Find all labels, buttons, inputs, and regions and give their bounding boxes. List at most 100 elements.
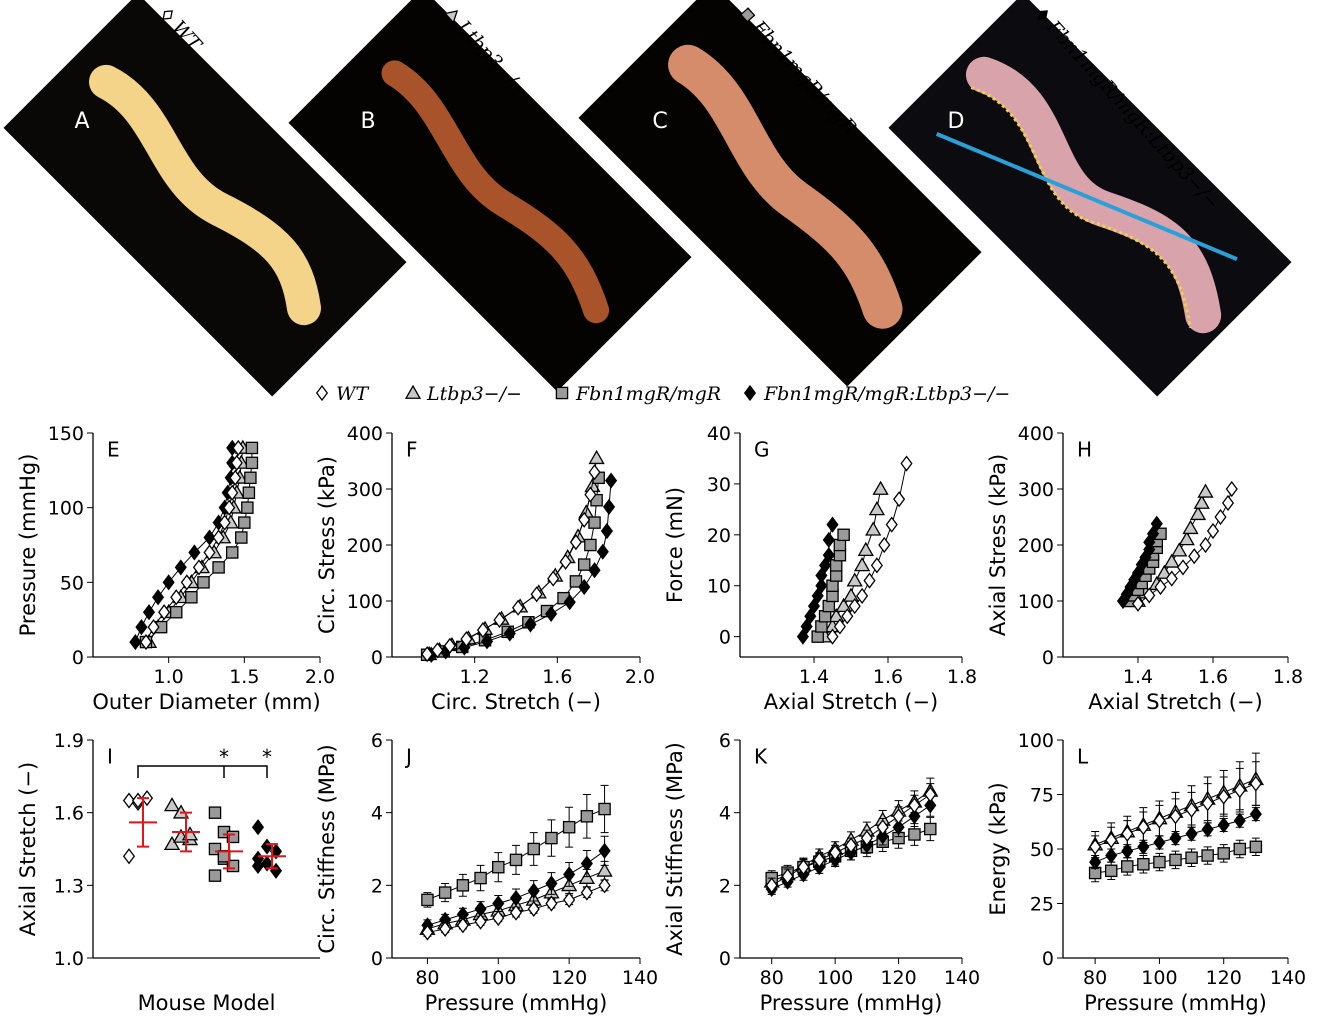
photo-a [3, 0, 407, 397]
panel-label: K [754, 745, 768, 769]
x-tick-label: 1.8 [947, 666, 977, 688]
data-point [509, 904, 523, 921]
data-point [822, 547, 835, 564]
data-point [1153, 855, 1166, 869]
y-axis-label: Axial Stiffness (MPa) [663, 742, 687, 956]
data-point [230, 454, 243, 471]
y-axis-label: Circ. Stress (kPa) [315, 456, 339, 634]
data-point [569, 575, 583, 588]
y-tick-label: 100 [1018, 591, 1054, 613]
data-point [826, 579, 839, 592]
data-point [1137, 838, 1150, 855]
data-point [139, 633, 153, 651]
data-point [829, 844, 842, 861]
x-tick-label: 2.0 [305, 666, 335, 688]
data-point [878, 536, 891, 554]
data-point [1137, 858, 1150, 871]
data-point [1153, 812, 1166, 829]
data-point [152, 589, 165, 606]
y-tick-label: 200 [347, 535, 383, 557]
data-point [818, 610, 832, 623]
data-point [212, 529, 225, 546]
x-tick-label: 80 [415, 967, 439, 989]
data-point [232, 439, 245, 457]
data-point [251, 857, 265, 875]
x-tick-label: 140 [622, 967, 658, 989]
data-point [1214, 508, 1227, 526]
data-point [476, 622, 489, 639]
data-point [1189, 505, 1207, 521]
photo-label: A [74, 109, 89, 134]
data-point [1150, 515, 1163, 532]
data-point [226, 484, 239, 501]
y-tick-label: 0 [719, 948, 731, 970]
panel-label: L [1077, 745, 1089, 769]
data-point [1201, 849, 1214, 862]
data-point [524, 616, 537, 633]
x-tick-label: 1.4 [1123, 666, 1153, 688]
data-point [512, 599, 525, 616]
data-point [1233, 812, 1246, 829]
y-tick-label: 2 [371, 875, 383, 897]
data-point [218, 514, 231, 531]
data-point [833, 538, 847, 552]
data-point [251, 819, 265, 836]
sd-bar [223, 833, 235, 870]
x-axis-label: Outer Diameter (mm) [92, 690, 320, 714]
data-point [1121, 843, 1134, 860]
data-point [829, 569, 843, 582]
data-point [580, 855, 593, 872]
data-point [835, 597, 852, 612]
data-point [765, 877, 778, 894]
x-axis-label: Pressure (mmHg) [1084, 991, 1267, 1015]
data-point [1171, 542, 1188, 557]
y-tick-label: 400 [1018, 423, 1054, 445]
y-tick-label: 300 [347, 479, 383, 501]
data-point [1169, 830, 1182, 847]
data-point [837, 528, 850, 542]
data-point [602, 498, 616, 516]
y-tick-label: 6 [719, 730, 731, 752]
data-point [822, 531, 835, 548]
data-point [853, 557, 871, 572]
data-point [1156, 564, 1173, 579]
data-point [226, 830, 240, 844]
data-point [163, 797, 181, 812]
y-tick-label: 100 [347, 591, 383, 613]
data-point [439, 920, 452, 938]
x-tick-label: 1.2 [460, 666, 490, 688]
data-point [833, 618, 846, 635]
photo-label: D [948, 109, 965, 134]
data-point [1089, 838, 1102, 855]
data-point [598, 842, 611, 859]
data-point [1225, 480, 1238, 498]
data-point [443, 637, 456, 654]
data-point [1169, 808, 1182, 825]
photo-label: B [360, 109, 375, 134]
data-point [545, 831, 558, 845]
data-point [1233, 782, 1246, 799]
data-point [815, 577, 828, 594]
data-point [158, 604, 171, 621]
data-point [197, 576, 210, 589]
data-point [1185, 801, 1198, 818]
data-point [169, 605, 183, 619]
data-point [804, 608, 817, 625]
data-point [842, 587, 860, 602]
bracket [137, 765, 268, 778]
panel-label: I [107, 745, 113, 769]
data-point [811, 587, 824, 604]
legend-label: Ltbp3−/− [426, 383, 522, 405]
data-point [578, 511, 591, 528]
panel-label: F [406, 438, 418, 462]
x-tick-label: 100 [817, 967, 853, 989]
caption-marker [739, 7, 756, 23]
data-point [238, 516, 251, 529]
legend-label: WT [336, 383, 370, 405]
data-point [1199, 536, 1212, 554]
sd-bar [137, 797, 149, 848]
data-point [819, 557, 832, 574]
y-tick-label: 300 [1018, 479, 1054, 501]
data-point [815, 567, 828, 584]
x-tick-label: 2.0 [625, 666, 655, 688]
